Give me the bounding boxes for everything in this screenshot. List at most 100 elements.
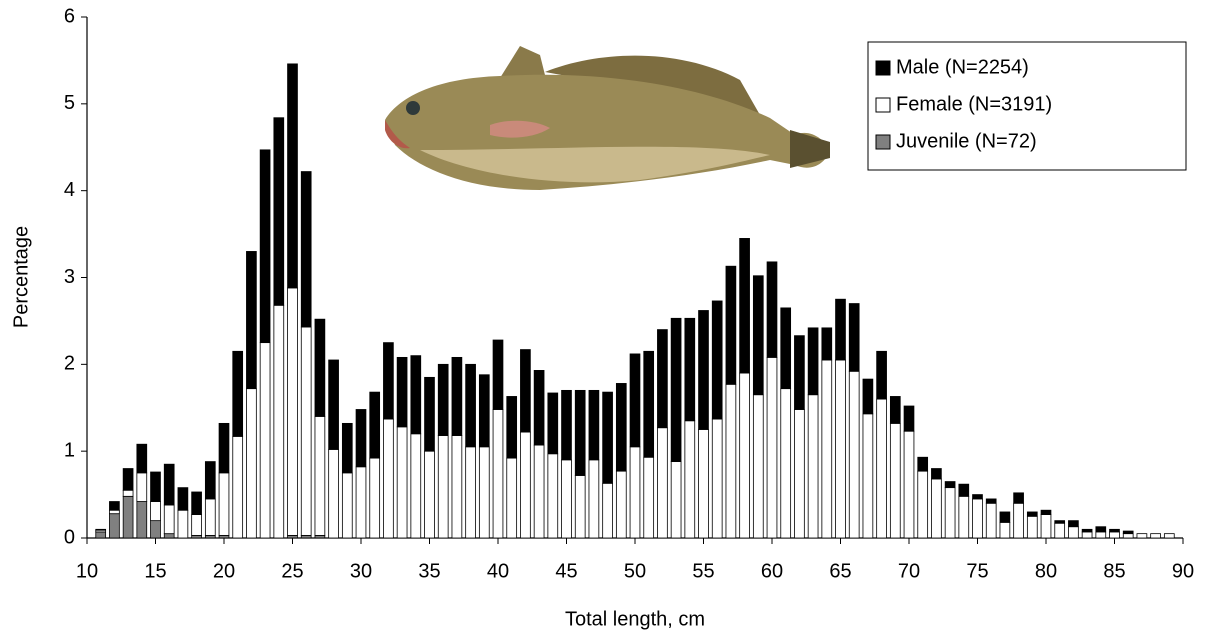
x-tick-label: 80 <box>1035 560 1057 582</box>
bar-segment <box>752 394 764 539</box>
bar-segment <box>136 501 148 539</box>
bar-segment <box>1026 511 1038 517</box>
bar-segment <box>533 370 545 446</box>
bar-segment <box>835 298 846 361</box>
bar-segment <box>533 444 545 539</box>
bar-segment <box>122 495 134 539</box>
bar-segment <box>985 502 997 539</box>
x-tick-label: 30 <box>350 560 372 582</box>
x-tick-label: 55 <box>692 560 714 582</box>
bar-segment <box>670 317 682 462</box>
bar-segment <box>889 422 901 539</box>
bar-segment <box>287 63 298 289</box>
bar-segment <box>725 265 737 385</box>
bar-segment <box>232 436 244 539</box>
bar-segment <box>218 472 230 536</box>
bar-segment <box>1013 502 1024 539</box>
bar-segment <box>437 435 449 539</box>
bar-segment <box>958 483 970 497</box>
bar-segment <box>876 350 887 400</box>
legend-label: Juvenile (N=72) <box>896 130 1037 152</box>
bar-segment <box>122 489 134 497</box>
bar-segment <box>1122 533 1134 539</box>
bar-segment <box>259 149 271 344</box>
bar-segment <box>369 391 381 459</box>
x-tick-label: 85 <box>1103 560 1125 582</box>
bar-segment <box>903 430 915 539</box>
bar-segment <box>889 396 901 424</box>
bar-segment <box>725 383 737 539</box>
bar-segment <box>1026 515 1038 539</box>
bar-segment <box>629 353 641 448</box>
bar-segment <box>835 359 846 539</box>
bar-segment <box>437 363 449 436</box>
legend-label: Female (N=3191) <box>896 93 1052 115</box>
bar-segment <box>752 275 764 396</box>
bar-segment <box>492 409 504 539</box>
bar-segment <box>1109 528 1120 533</box>
bar-segment <box>794 335 805 410</box>
bar-segment <box>643 456 655 539</box>
bar-segment <box>821 327 833 361</box>
bar-segment <box>561 459 572 539</box>
x-tick-label: 50 <box>624 560 646 582</box>
bar-segment <box>985 498 997 504</box>
x-tick-label: 15 <box>144 560 166 582</box>
bar-segment <box>314 416 326 536</box>
bar-segment <box>451 435 463 539</box>
bar-segment <box>999 521 1011 539</box>
bar-segment <box>1109 531 1120 539</box>
bar-segment <box>396 356 408 428</box>
bar-segment <box>259 342 271 539</box>
bar-segment <box>465 446 476 539</box>
bar-segment <box>615 383 627 472</box>
bar-segment <box>341 472 353 539</box>
x-tick-label: 75 <box>966 560 988 582</box>
bar-segment <box>602 482 613 539</box>
bar-segment <box>794 409 805 539</box>
x-tick-label: 45 <box>555 560 577 582</box>
x-tick-label: 90 <box>1172 560 1194 582</box>
bar-segment <box>1081 531 1093 539</box>
bar-segment <box>191 514 202 536</box>
legend-swatch <box>875 60 891 76</box>
x-tick-label: 25 <box>281 560 303 582</box>
bar-segment <box>1068 526 1079 539</box>
bar-segment <box>931 468 942 480</box>
bar-segment <box>944 487 956 539</box>
bar-segment <box>739 238 750 374</box>
bar-segment <box>396 426 408 539</box>
bar-segment <box>246 251 257 390</box>
y-tick-label: 2 <box>64 353 75 375</box>
bar-segment <box>574 475 586 539</box>
bar-segment <box>383 342 394 420</box>
bar-segment <box>520 349 531 433</box>
bar-segment <box>821 359 833 539</box>
bar-segment <box>109 513 120 539</box>
bar-segment <box>780 307 792 390</box>
bar-segment <box>807 327 819 396</box>
bar-segment <box>424 450 435 539</box>
bar-segment <box>369 457 381 539</box>
bar-segment <box>588 389 600 461</box>
x-tick-label: 65 <box>829 560 851 582</box>
bar-segment <box>670 461 682 539</box>
bar-segment <box>657 329 668 429</box>
bar-segment <box>602 391 613 484</box>
bar-segment <box>520 431 531 539</box>
bar-segment <box>972 498 983 539</box>
bar-segment <box>478 374 490 448</box>
bar-segment <box>999 511 1011 523</box>
bar-segment <box>383 418 394 539</box>
bar-segment <box>300 326 312 536</box>
bar-segment <box>451 356 463 436</box>
bar-segment <box>410 433 422 539</box>
bar-segment <box>684 317 696 422</box>
bar-segment <box>1136 533 1148 539</box>
legend-label: Male (N=2254) <box>896 56 1029 78</box>
bar-segment <box>807 394 819 539</box>
y-axis-title: Percentage <box>10 226 32 328</box>
x-tick-label: 35 <box>418 560 440 582</box>
bar-segment <box>204 461 216 500</box>
bar-segment <box>1068 520 1079 528</box>
